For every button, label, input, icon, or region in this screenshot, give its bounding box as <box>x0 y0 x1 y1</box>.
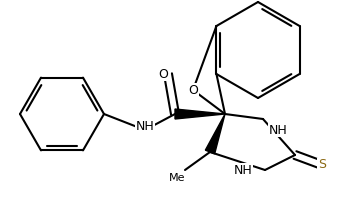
Text: NH: NH <box>136 121 155 133</box>
Polygon shape <box>175 109 225 119</box>
Text: Me: Me <box>169 173 185 183</box>
Polygon shape <box>205 114 225 154</box>
Text: NH: NH <box>234 163 252 176</box>
Text: S: S <box>318 159 326 172</box>
Text: O: O <box>158 67 168 81</box>
Text: NH: NH <box>269 123 287 137</box>
Text: O: O <box>188 83 198 97</box>
